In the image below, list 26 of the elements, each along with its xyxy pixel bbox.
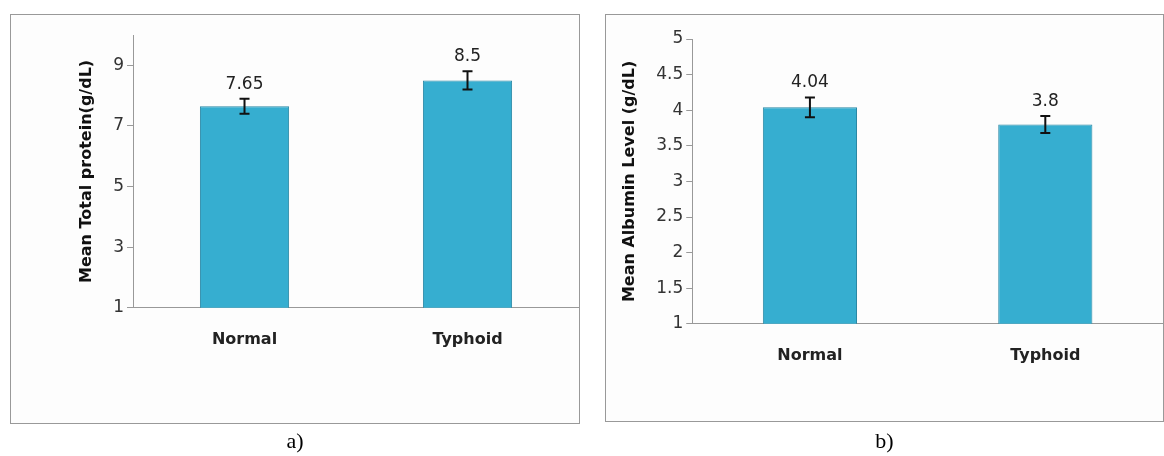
data-label: 7.65 — [225, 72, 264, 93]
y-axis-title: Mean Total protein(g/dL) — [75, 59, 95, 283]
data-label: 8.5 — [453, 45, 482, 66]
text: a) — [285, 428, 305, 454]
y-tick-label: 4 — [672, 98, 684, 119]
y-tick-label: 4.5 — [656, 63, 684, 84]
x-tick-label: Typhoid — [1010, 344, 1081, 364]
y-tick-label: 5 — [113, 174, 125, 195]
x-tick-label: Typhoid — [432, 328, 503, 348]
y-tick-label: 3 — [672, 169, 684, 190]
y-tick-label: 3 — [113, 235, 125, 256]
y-tick-label: 3.5 — [656, 134, 684, 155]
data-label: 4.04 — [791, 71, 829, 92]
y-tick-label: 2.5 — [656, 205, 684, 226]
data-label: 3.8 — [1031, 89, 1059, 110]
text: b) — [874, 428, 895, 454]
y-tick-label: 1.5 — [656, 276, 684, 297]
y-tick-label: 7 — [113, 114, 125, 135]
y-tick-label: 1 — [672, 312, 684, 333]
y-tick-label: 2 — [672, 241, 684, 262]
y-tick-label: 9 — [113, 53, 125, 74]
y-axis-title: Mean Albumin Level (g/dL) — [618, 60, 638, 303]
x-tick-label: Normal — [777, 344, 843, 364]
y-tick-label: 1 — [113, 296, 125, 317]
y-tick-label: 5 — [672, 27, 684, 48]
x-tick-label: Normal — [211, 328, 278, 348]
